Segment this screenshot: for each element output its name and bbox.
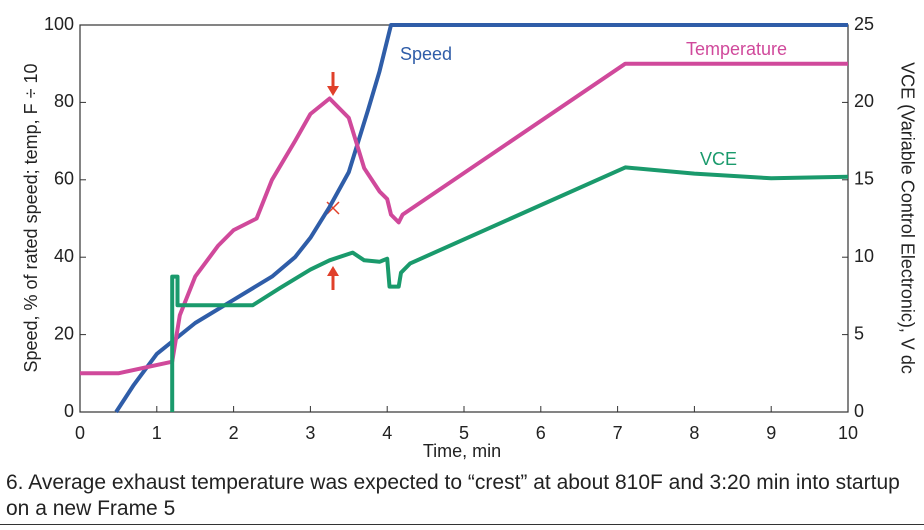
x-tick-label: 3	[305, 423, 315, 443]
y-tick-label: 0	[64, 401, 74, 421]
y2-tick-label: 25	[854, 14, 874, 34]
chart: Time, min Speed, % of rated speed; temp,…	[21, 14, 918, 461]
y2-tick-label: 0	[854, 401, 864, 421]
y2-tick-label: 5	[854, 323, 864, 343]
x-tick-label: 4	[382, 423, 392, 443]
x-tick-label: 5	[459, 423, 469, 443]
series-line	[170, 165, 849, 412]
x-tick-label: 10	[838, 423, 858, 443]
series-line	[80, 61, 848, 376]
y-tick-label: 100	[44, 14, 74, 34]
y-axis-title: Speed, % of rated speed; temp, F ÷ 10	[21, 63, 41, 372]
series-label: VCE	[700, 149, 737, 169]
y2-axis-title: VCE (Variable Control Electronic), V dc	[897, 62, 917, 374]
y2-tick-label: 15	[854, 169, 874, 189]
y-tick-label: 20	[54, 323, 74, 343]
plot-frame	[79, 24, 849, 413]
x-tick-label: 0	[75, 423, 85, 443]
x-tick-label: 6	[536, 423, 546, 443]
y-tick-label: 80	[54, 91, 74, 111]
x-axis-title: Time, min	[423, 441, 501, 461]
x-tick-label: 9	[766, 423, 776, 443]
x-tick-label: 7	[613, 423, 623, 443]
caption: 6. Average exhaust temperature was expec…	[6, 471, 900, 520]
y-tick-label: 40	[54, 246, 74, 266]
arrow-head	[327, 266, 339, 276]
series-label: Temperature	[686, 39, 787, 59]
series-label: Speed	[400, 44, 452, 64]
x-tick-label: 8	[689, 423, 699, 443]
x-tick-label: 1	[152, 423, 162, 443]
rule	[0, 524, 924, 525]
x-tick-label: 2	[229, 423, 239, 443]
y2-tick-label: 20	[854, 91, 874, 111]
arrow-head	[327, 86, 339, 96]
y-tick-label: 60	[54, 169, 74, 189]
annotation-arrows	[326, 72, 340, 290]
series-line	[114, 23, 848, 414]
y2-tick-label: 10	[854, 246, 874, 266]
